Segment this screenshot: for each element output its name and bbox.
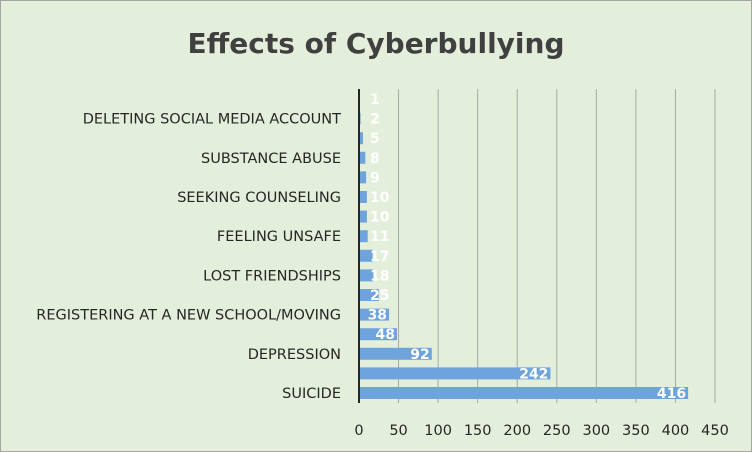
data-label: 10 <box>370 190 390 206</box>
x-tick-label: 350 <box>622 423 650 439</box>
bar <box>359 347 432 360</box>
bar <box>359 230 368 243</box>
bar <box>359 249 373 262</box>
category-label: SEEKING COUNSELING <box>177 190 341 206</box>
x-axis-ticks: 0 50 100 150 200 250 300 350 400 450 <box>354 423 728 439</box>
data-label: 38 <box>368 308 387 324</box>
category-label: REGISTERING AT A NEW SCHOOL/MOVING <box>36 308 341 324</box>
data-label: 10 <box>370 210 390 226</box>
gridlines <box>398 89 716 403</box>
x-tick-label: 0 <box>354 423 363 439</box>
category-label: DELETING SOCIAL MEDIA ACCOUNT <box>83 112 341 128</box>
bar <box>359 269 374 282</box>
category-label: FEELING UNSAFE <box>217 229 341 245</box>
data-label: 416 <box>657 386 686 402</box>
bar <box>359 210 367 223</box>
bar <box>359 151 366 164</box>
x-tick-label: 250 <box>543 423 571 439</box>
bar <box>359 387 689 399</box>
bars <box>359 93 689 399</box>
x-tick-label: 150 <box>464 423 492 439</box>
bar <box>359 367 551 380</box>
data-label: 48 <box>375 327 394 343</box>
data-label: 8 <box>370 151 380 167</box>
category-label: SUICIDE <box>282 386 341 402</box>
x-tick-label: 50 <box>389 423 407 439</box>
bar <box>359 132 363 145</box>
data-label: 1 <box>370 92 380 108</box>
bar <box>359 308 390 321</box>
chart-title: Effects of Cyberbullying <box>187 27 564 60</box>
data-label: 9 <box>370 170 380 186</box>
data-label: 18 <box>370 268 389 284</box>
data-label: 25 <box>370 288 389 304</box>
data-label: 11 <box>370 229 389 245</box>
bar <box>359 328 397 341</box>
category-label: SUBSTANCE ABUSE <box>201 151 341 167</box>
category-label: LOST FRIENDSHIPS <box>203 268 341 284</box>
data-label: 92 <box>410 347 429 363</box>
data-labels: 416 242 92 48 38 25 18 17 11 10 10 9 8 5 2 1 <box>368 92 687 402</box>
category-label: DEPRESSION <box>248 347 341 363</box>
bar <box>359 289 379 301</box>
x-tick-label: 100 <box>424 423 452 439</box>
x-tick-label: 400 <box>662 423 690 439</box>
bar <box>359 171 367 184</box>
category-labels: SUICIDE DEPRESSION REGISTERING AT A NEW SC… <box>36 112 341 402</box>
x-tick-label: 450 <box>701 423 729 439</box>
bar <box>359 191 367 203</box>
x-tick-label: 300 <box>582 423 610 439</box>
data-label: 17 <box>370 249 389 265</box>
data-label: 242 <box>519 366 548 382</box>
data-label: 2 <box>370 112 380 128</box>
data-label: 5 <box>370 131 380 147</box>
x-tick-label: 200 <box>503 423 531 439</box>
